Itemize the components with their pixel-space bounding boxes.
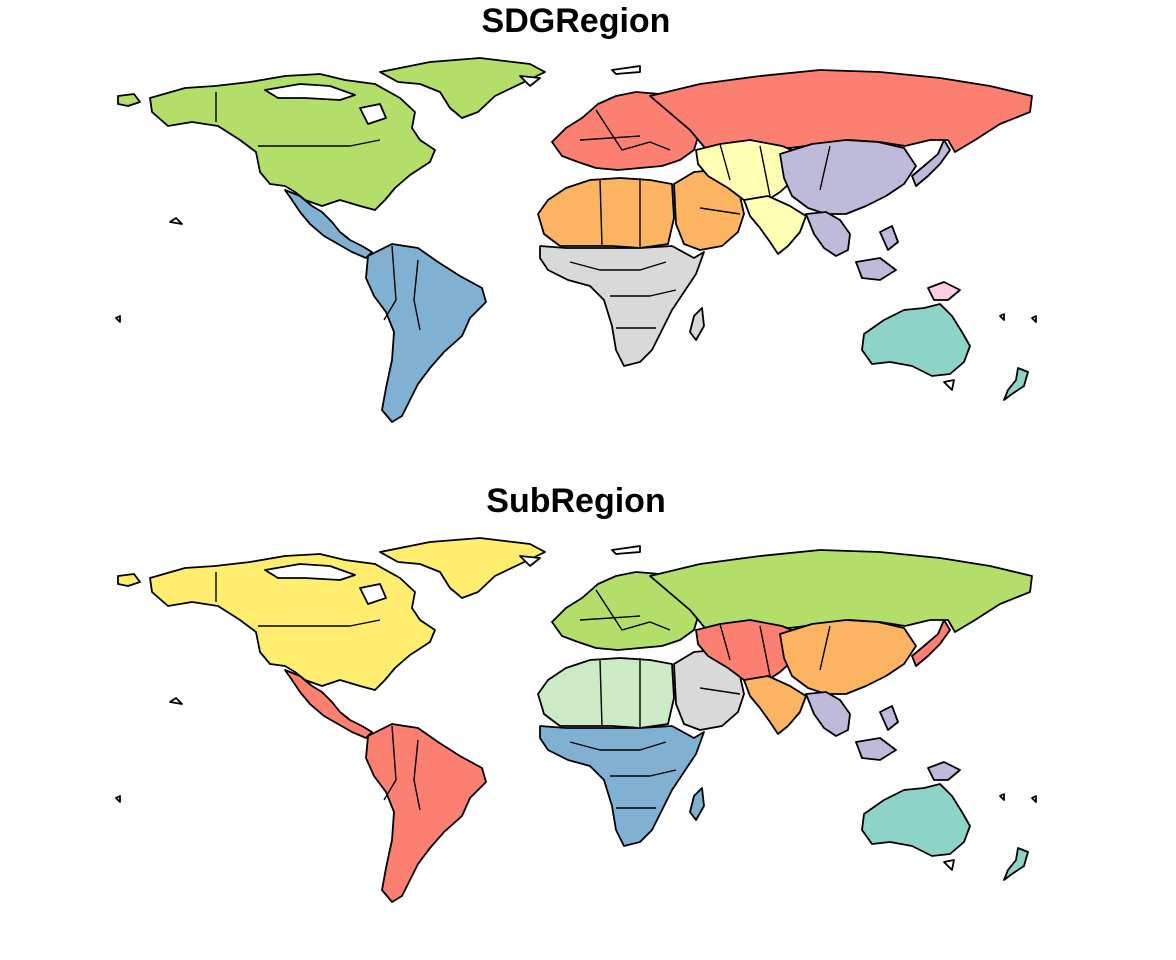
sdg-country-border <box>569 261 667 271</box>
sdg-island <box>359 103 387 125</box>
sdg-region-north-america <box>149 73 436 211</box>
sub-island <box>943 859 955 871</box>
sdg-country-border <box>719 143 731 181</box>
sdg-region-southeast-asia <box>805 211 899 281</box>
sdg-region-alaska-tip <box>117 93 141 107</box>
sdg-region-east-asia <box>779 139 917 215</box>
sub-region-east-asia <box>779 619 917 695</box>
sub-region-north-america <box>149 553 436 691</box>
sub-island <box>169 697 183 705</box>
sdg-region-australia <box>861 303 971 377</box>
sdg-region-japan <box>911 139 951 187</box>
sdg-region-map <box>115 57 1037 423</box>
sdg-region-papua <box>927 281 961 301</box>
sub-region-japan <box>911 619 951 667</box>
sub-region-central-america <box>284 669 373 739</box>
sub-region-southeast-asia <box>805 691 899 761</box>
sub-island <box>1031 795 1037 803</box>
sub-island <box>115 795 121 803</box>
sdg-country-border <box>595 109 671 151</box>
sdg-country-border <box>383 245 397 321</box>
sdg-country-border <box>258 139 381 147</box>
sdg-island <box>115 315 121 323</box>
sdg-country-border <box>413 259 421 331</box>
sub-country-border <box>699 687 741 695</box>
sub-region-sub-saharan-africa <box>539 725 705 847</box>
sub-country-border <box>569 741 667 751</box>
sub-region-papua <box>927 761 961 781</box>
sdg-island <box>519 75 541 87</box>
sub-region-south-america <box>365 723 487 903</box>
sub-region-australia <box>861 783 971 857</box>
sdg-region-greenland <box>379 57 546 119</box>
sub-country-border <box>719 623 731 661</box>
sdg-island <box>169 217 183 225</box>
sdg-island <box>943 379 955 391</box>
sub-region-south-asia <box>743 675 807 735</box>
sub-island <box>519 555 541 567</box>
sdg-region-madagascar <box>689 307 705 341</box>
sub-region-new-zealand <box>1003 847 1029 881</box>
sdg-country-border <box>579 135 641 141</box>
sdg-country-border <box>819 145 831 191</box>
sub-island <box>359 583 387 605</box>
sdg-country-border <box>599 179 603 247</box>
sub-region-north-africa <box>537 657 675 729</box>
sdg-country-border <box>699 207 741 215</box>
sdg-island <box>999 313 1005 321</box>
sdg-island <box>611 65 641 75</box>
sub-country-border <box>413 739 421 811</box>
sub-country-border <box>579 615 641 621</box>
sdg-region-south-america <box>365 243 487 423</box>
sdg-map-title: SDGRegion <box>482 2 671 40</box>
sub-country-border <box>759 625 771 677</box>
sub-region-madagascar <box>689 787 705 821</box>
sdg-region-south-asia <box>743 195 807 255</box>
sdg-country-border <box>759 145 771 197</box>
subregion-map-title: SubRegion <box>486 482 665 520</box>
sub-region-alaska-tip <box>117 573 141 587</box>
sub-region-greenland <box>379 537 546 599</box>
sub-region-europe <box>551 571 701 651</box>
subregion-map <box>115 537 1037 903</box>
sdg-region-north-africa <box>537 177 675 249</box>
sdg-region-europe <box>551 91 701 171</box>
sub-island <box>999 793 1005 801</box>
sub-country-border <box>819 625 831 671</box>
sdg-country-border <box>610 289 677 297</box>
sub-country-border <box>599 659 603 727</box>
sdg-region-new-zealand <box>1003 367 1029 401</box>
sub-country-border <box>595 589 671 631</box>
sub-island <box>611 545 641 555</box>
sub-country-border <box>610 769 677 777</box>
sdg-region-sub-saharan-africa <box>539 245 705 367</box>
sdg-island <box>1031 315 1037 323</box>
sdg-region-central-america <box>284 189 373 259</box>
sub-country-border <box>383 725 397 801</box>
sub-country-border <box>258 619 381 627</box>
